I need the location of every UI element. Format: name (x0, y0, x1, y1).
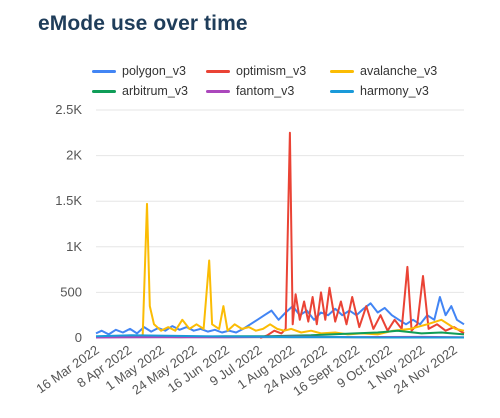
y-tick-label: 2K (66, 148, 82, 163)
grid-lines (96, 109, 464, 339)
y-tick-label: 0 (75, 330, 82, 345)
legend-swatch (206, 89, 230, 93)
legend-item-polygon_v3[interactable]: polygon_v3 (92, 64, 206, 78)
legend-swatch (206, 69, 230, 73)
series-line-polygon_v3 (95, 296, 465, 336)
legend-swatch (330, 89, 354, 93)
chart-title: eMode use over time (38, 12, 248, 35)
series-line-harmony_v3 (95, 334, 464, 339)
legend-label: polygon_v3 (122, 64, 186, 78)
legend-item-harmony_v3[interactable]: harmony_v3 (330, 84, 470, 98)
legend-item-arbitrum_v3[interactable]: arbitrum_v3 (92, 84, 206, 98)
y-tick-label: 2.5K (55, 102, 82, 117)
legend-swatch (330, 69, 354, 73)
legend-swatch (92, 89, 116, 93)
legend-label: harmony_v3 (360, 84, 429, 98)
legend-label: optimism_v3 (236, 64, 307, 78)
legend-swatch (92, 69, 116, 73)
legend-label: avalanche_v3 (360, 64, 438, 78)
series-line-optimism_v3 (259, 131, 465, 339)
series-layer (95, 131, 465, 339)
legend-label: fantom_v3 (236, 84, 295, 98)
legend-item-optimism_v3[interactable]: optimism_v3 (206, 64, 330, 78)
y-axis-ticks: 0 500 1K 1.5K 2K 2.5K (55, 102, 82, 345)
y-tick-label: 500 (60, 284, 82, 299)
y-tick-label: 1.5K (55, 193, 82, 208)
legend-item-avalanche_v3[interactable]: avalanche_v3 (330, 64, 470, 78)
y-tick-label: 1K (66, 239, 82, 254)
legend-item-fantom_v3[interactable]: fantom_v3 (206, 84, 330, 98)
legend-label: arbitrum_v3 (122, 84, 188, 98)
